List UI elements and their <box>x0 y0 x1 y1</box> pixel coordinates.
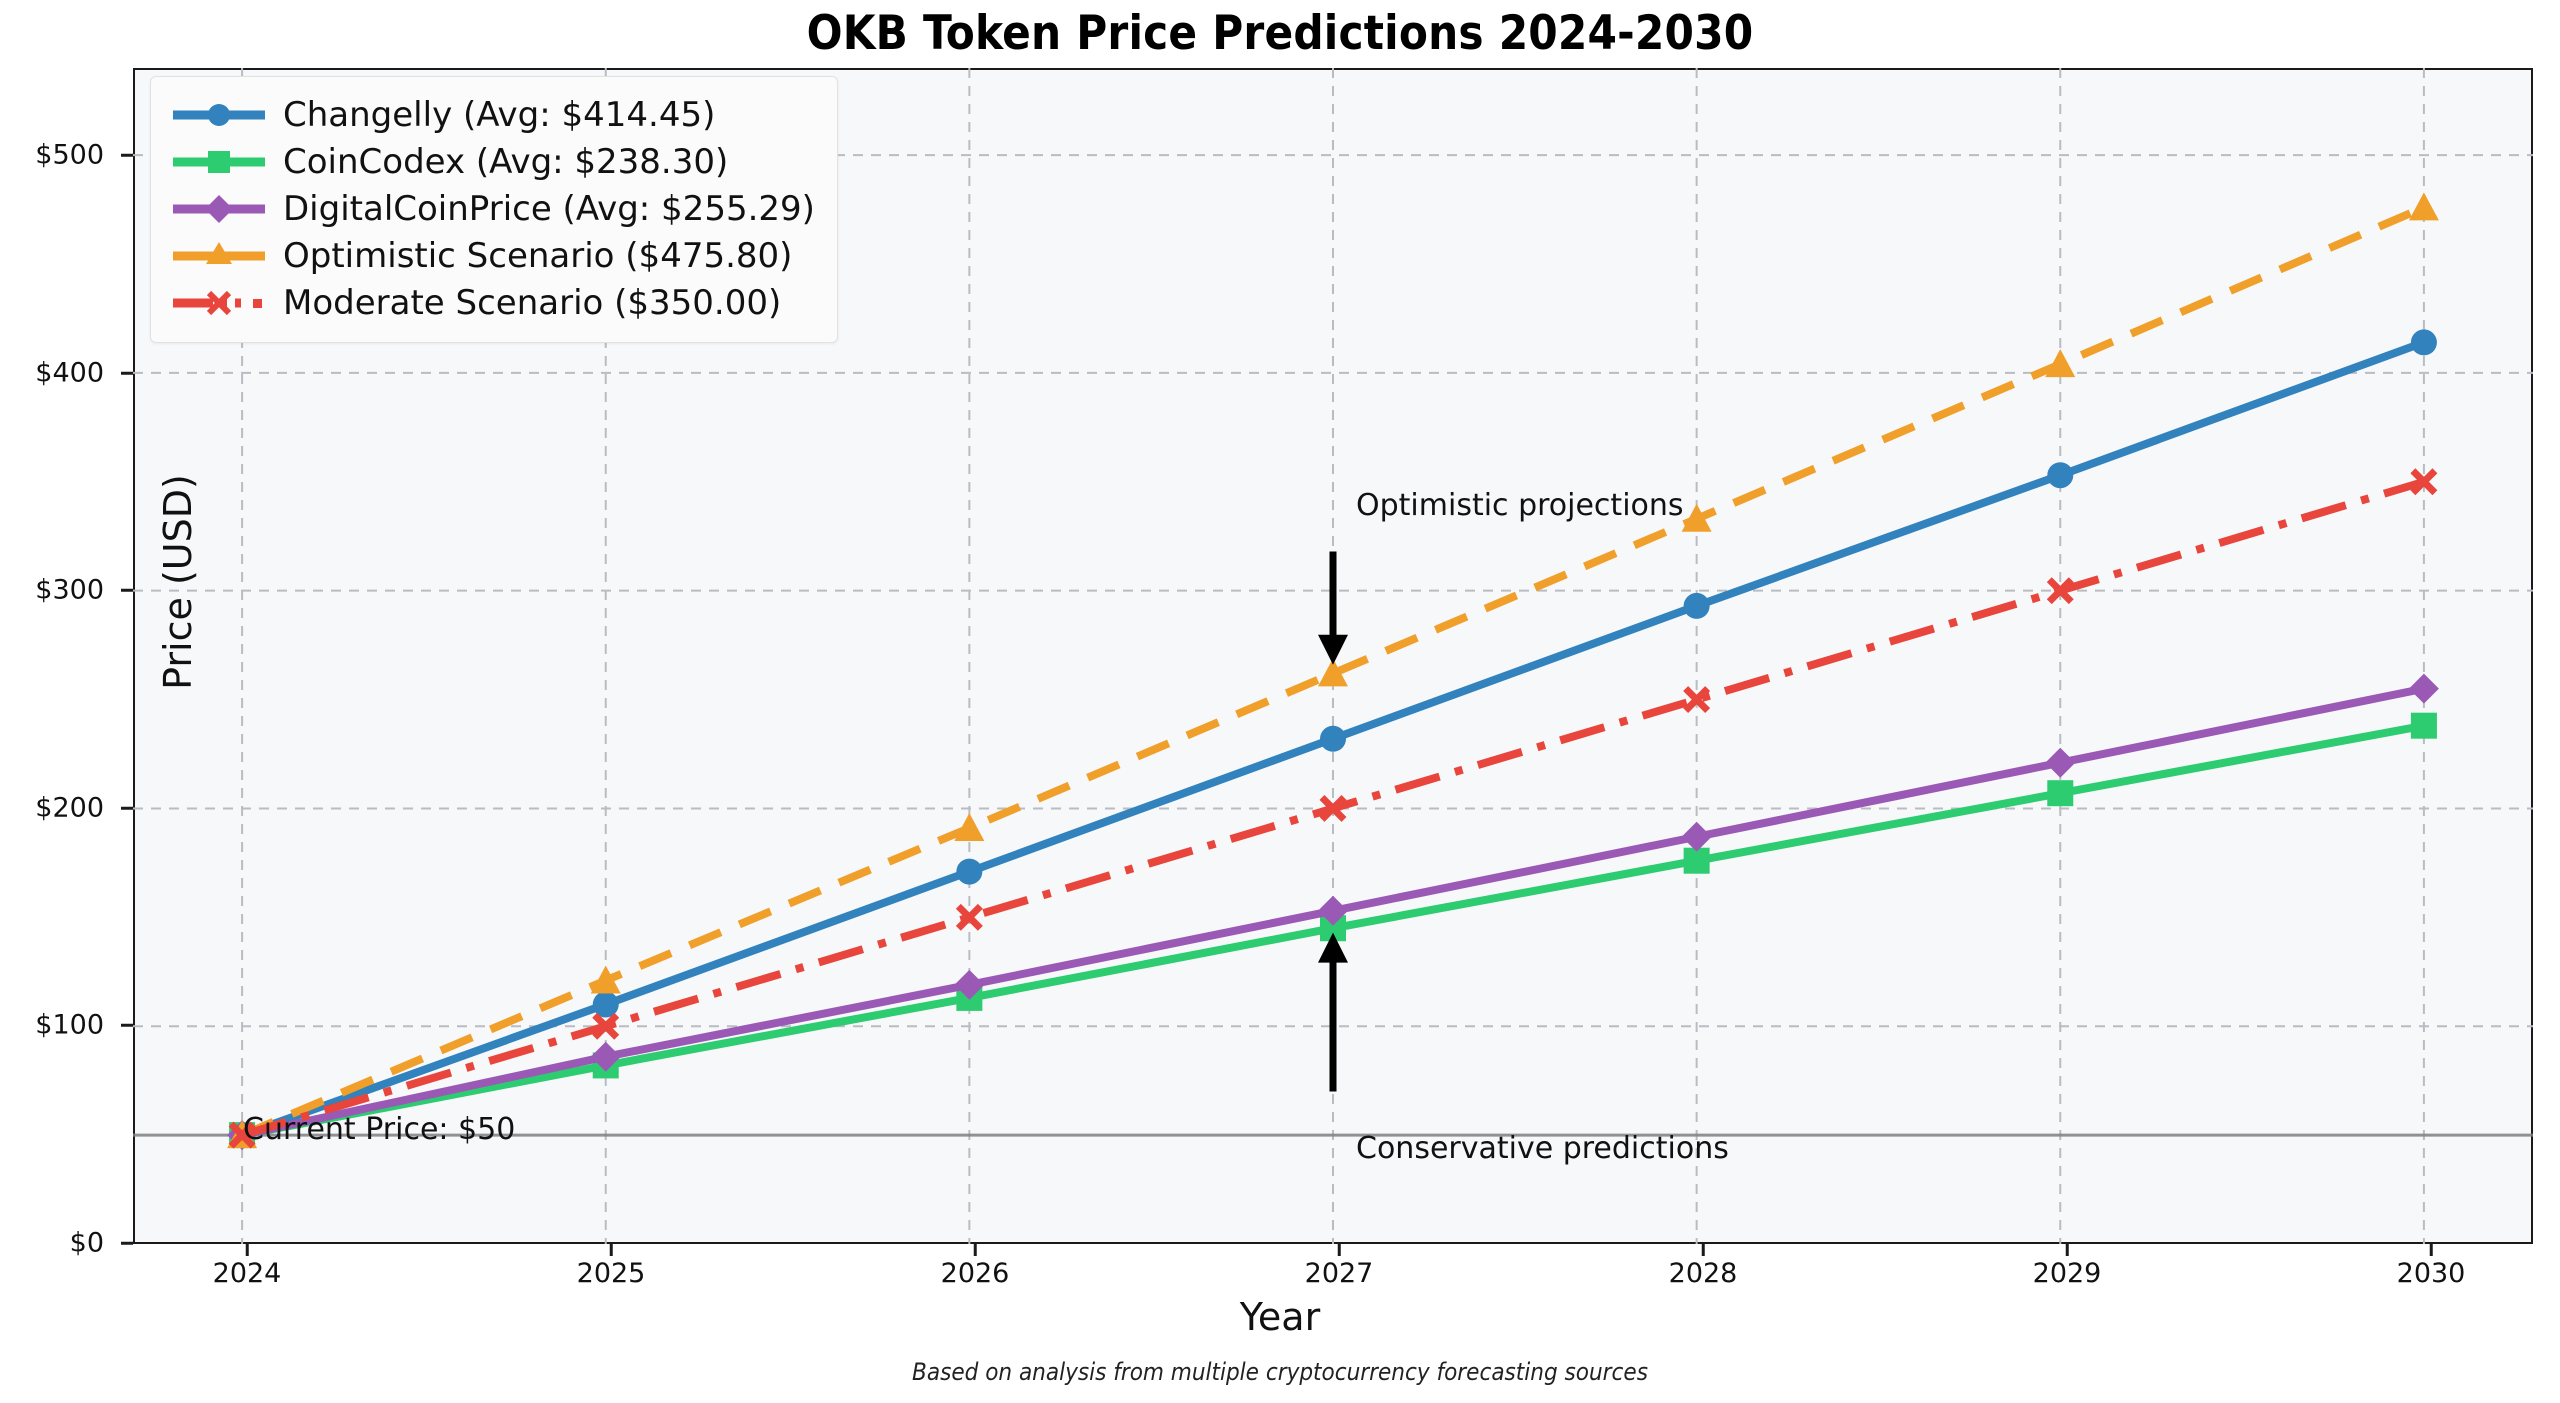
x-tick-label: 2025 <box>576 1258 646 1289</box>
annotation-optimistic-projections: Optimistic projections <box>1356 488 1684 523</box>
y-tick-mark <box>121 806 133 810</box>
y-tick-mark <box>121 588 133 592</box>
x-tick-mark <box>245 1244 249 1256</box>
y-axis-label: Price (USD) <box>156 474 200 690</box>
annotation-conservative-predictions: Conservative predictions <box>1356 1131 1729 1166</box>
x-tick-mark <box>2065 1244 2069 1256</box>
legend-key-diamond-icon <box>173 194 265 223</box>
x-tick-mark <box>1337 1244 1341 1256</box>
y-tick-label: $400 <box>35 357 104 389</box>
legend-key-circle-icon <box>173 103 265 126</box>
x-tick-mark <box>1701 1244 1705 1256</box>
x-tick-label: 2030 <box>2396 1258 2466 1289</box>
x-tick-mark <box>609 1244 613 1256</box>
legend-key-x-icon <box>173 290 262 315</box>
x-axis-label: Year <box>1239 1295 1321 1339</box>
legend-item-digitalcoinprice[interactable]: DigitalCoinPrice (Avg: $255.29) <box>169 185 815 232</box>
y-tick-mark <box>121 371 133 375</box>
x-tick-label: 2027 <box>1304 1258 1374 1289</box>
legend-item-coincodex[interactable]: CoinCodex (Avg: $238.30) <box>169 138 815 185</box>
legend-key-triangle-icon <box>173 241 265 264</box>
legend-label: DigitalCoinPrice (Avg: $255.29) <box>283 188 815 229</box>
y-axis-ticks: $0 $100 $200 $300 $400 $500 <box>0 0 118 1403</box>
x-tick-label: 2028 <box>1668 1258 1738 1289</box>
y-tick-label: $100 <box>35 1009 104 1041</box>
annotation-current-price: Current Price: $50 <box>243 1112 516 1147</box>
legend-item-optimistic-scenario[interactable]: Optimistic Scenario ($475.80) <box>169 232 815 279</box>
page-title: OKB Token Price Predictions 2024-2030 <box>806 6 1754 61</box>
legend-label: Moderate Scenario ($350.00) <box>283 282 782 323</box>
y-tick-label: $300 <box>35 574 104 606</box>
y-tick-mark <box>121 153 133 157</box>
chart-subtitle: Based on analysis from multiple cryptocu… <box>912 1358 1648 1386</box>
legend-item-changelly[interactable]: Changelly (Avg: $414.45) <box>169 91 815 138</box>
legend-label: CoinCodex (Avg: $238.30) <box>283 141 729 182</box>
legend-key-square-icon <box>173 150 265 173</box>
legend-label: Changelly (Avg: $414.45) <box>283 94 716 135</box>
x-tick-label: 2024 <box>212 1258 282 1289</box>
y-tick-label: $0 <box>69 1227 104 1259</box>
y-tick-mark <box>121 1241 133 1245</box>
y-tick-label: $200 <box>35 792 104 824</box>
y-tick-label: $500 <box>35 139 104 171</box>
x-tick-mark <box>2429 1244 2433 1256</box>
legend[interactable]: Changelly (Avg: $414.45) CoinCodex (Avg:… <box>150 76 838 343</box>
x-tick-label: 2029 <box>2032 1258 2102 1289</box>
x-tick-label: 2026 <box>940 1258 1010 1289</box>
legend-label: Optimistic Scenario ($475.80) <box>283 235 793 276</box>
legend-item-moderate-scenario[interactable]: Moderate Scenario ($350.00) <box>169 279 815 326</box>
y-tick-mark <box>121 1023 133 1027</box>
x-tick-mark <box>973 1244 977 1256</box>
